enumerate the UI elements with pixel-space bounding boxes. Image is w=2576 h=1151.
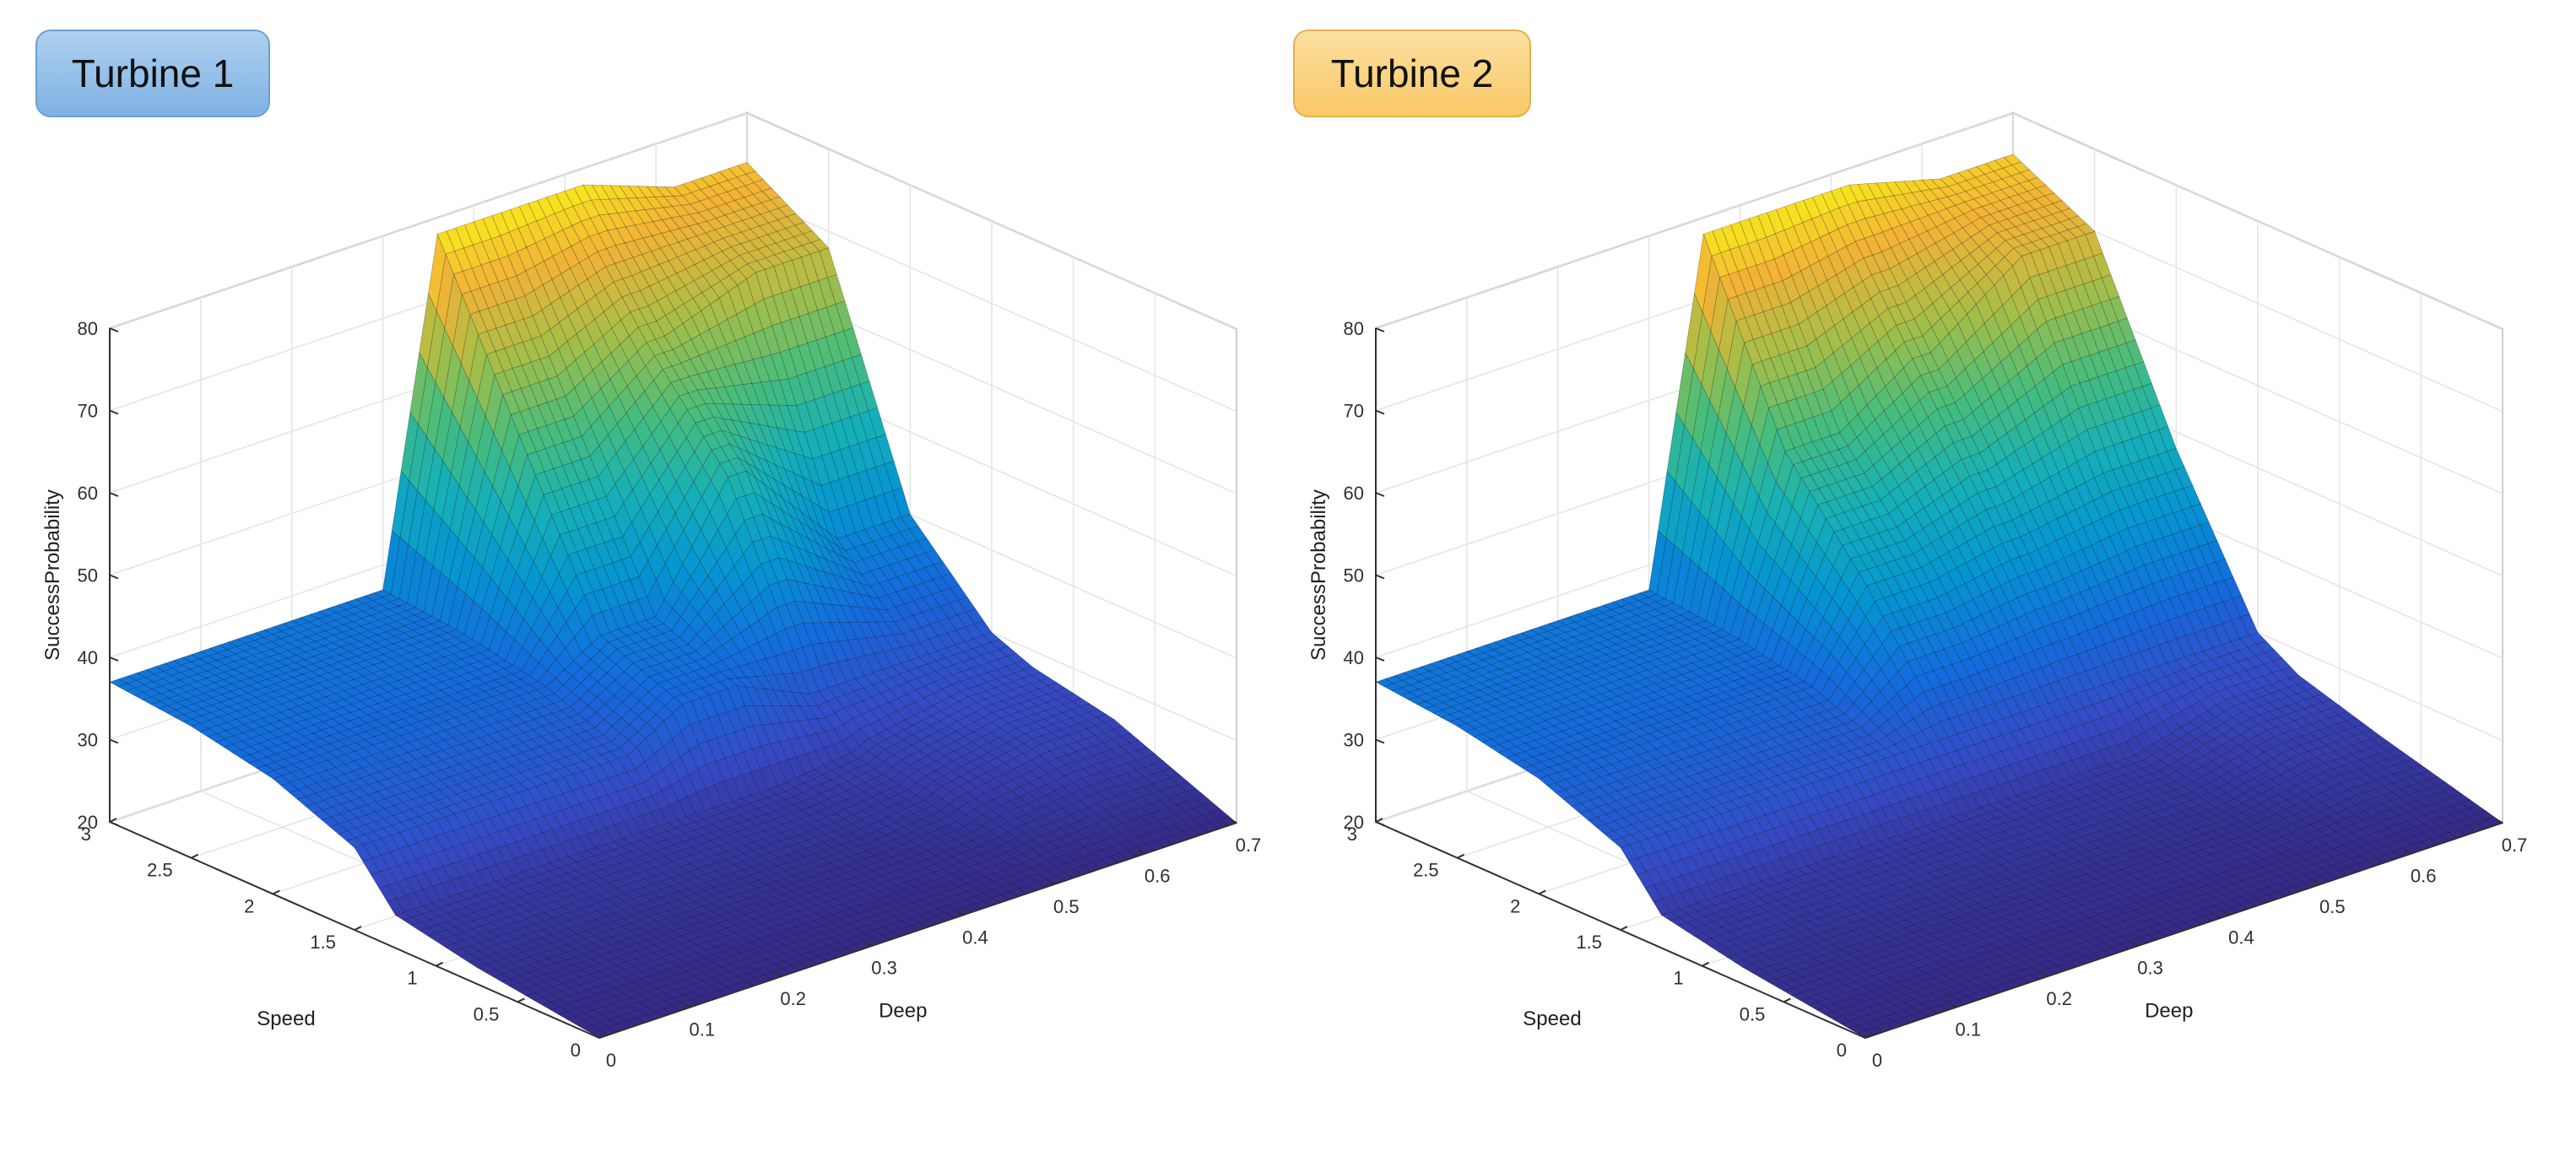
turbine-1-x-tick-label: 0 (606, 1050, 616, 1071)
turbine-2-z-tick-label: 50 (1344, 565, 1364, 586)
turbine-1-panel: 20 30 40 50 60 70 80 0 0.1 0.2 0.3 0.4 0.5 0.6 0.7 0 0.5… (0, 0, 1266, 1151)
turbine-1-surface-plot: 20 30 40 50 60 70 80 0 0.1 0.2 0.3 0.4 0.5 0.6 0.7 0 0.5… (41, 111, 1262, 1071)
turbine-2-surface (1375, 154, 2503, 1039)
turbine-1-y-tick-label: 0 (571, 1040, 581, 1061)
turbine-2-y-tick-label: 2.5 (1413, 860, 1439, 881)
turbine-2-axes (1375, 327, 2503, 1039)
turbine-1-z-tick-label: 50 (78, 565, 98, 586)
turbine-2-z-tick-label: 20 (1344, 812, 1364, 833)
turbine-1-x-tick-label: 0.2 (780, 988, 806, 1009)
turbine-1-z-tick-label: 70 (78, 401, 98, 422)
turbine-1-x-tick-label: 0.1 (690, 1019, 716, 1040)
turbine-2-x-tick-label: 0.6 (2411, 865, 2437, 886)
turbine-2-z-tick-label: 70 (1344, 401, 1364, 422)
turbine-1-x-tick-label: 0.4 (962, 927, 988, 948)
turbine-2-z-tick-label: 60 (1344, 483, 1364, 504)
turbine-1-y-axis-label: Speed (257, 1008, 315, 1030)
turbine-2-x-tick-label: 0.7 (2502, 835, 2528, 856)
turbine-2-y-tick-label: 3 (1347, 824, 1357, 845)
turbine-2-x-tick-label: 0.5 (2319, 896, 2346, 917)
turbine-1-surface (109, 162, 1237, 1039)
turbine-1-z-tick-label: 20 (78, 812, 98, 833)
turbine-2-y-tick-label: 2 (1510, 895, 1520, 916)
turbine-2-x-tick-label: 0.3 (2137, 958, 2163, 979)
turbine-2-y-tick-label: 1.5 (1576, 932, 1602, 953)
turbine-1-z-tick-label: 60 (78, 483, 98, 504)
turbine-1-x-tick-label: 0.5 (1053, 896, 1080, 917)
turbine-1-z-tick-label: 30 (78, 730, 98, 751)
turbine-2-z-axis-label: SuccessProbability (1307, 489, 1330, 661)
turbine-1-z-tick-label: 80 (78, 318, 98, 339)
turbine-2-x-tick-label: 0.4 (2228, 927, 2254, 948)
turbine-1-y-tick-label: 2.5 (147, 860, 173, 881)
turbine-2-y-tick-label: 0.5 (1740, 1003, 1766, 1024)
turbine-2-x-axis-label: Deep (2145, 999, 2193, 1022)
turbine-2-z-tick-label: 40 (1344, 647, 1364, 668)
turbine-1-x-tick-label: 0.7 (1236, 835, 1262, 856)
turbine-1-x-axis-label: Deep (879, 999, 927, 1022)
turbine-1-y-tick-label: 1 (407, 968, 417, 989)
turbine-2-y-axis-label: Speed (1523, 1008, 1581, 1030)
turbine-1-y-tick-label: 1.5 (310, 932, 336, 953)
turbine-2-panel: 20 30 40 50 60 70 80 0 0.1 0.2 0.3 0.4 0.5 0.6 0.7 0 0.5… (1266, 0, 2532, 1151)
turbine-2-badge: Turbine 2 (1293, 30, 1531, 117)
turbine-1-x-tick-label: 0.3 (871, 958, 897, 979)
turbine-2-z-tick-label: 30 (1344, 730, 1364, 751)
turbine-1-y-tick-label: 3 (81, 824, 91, 845)
turbine-1-y-tick-label: 0.5 (474, 1003, 500, 1024)
turbine-2-y-tick-label: 1 (1673, 968, 1683, 989)
turbine-2-surface-plot: 20 30 40 50 60 70 80 0 0.1 0.2 0.3 0.4 0.5 0.6 0.7 0 0.5… (1307, 111, 2528, 1071)
turbine-2-y-tick-label: 0 (1837, 1040, 1847, 1061)
turbine-1-badge: Turbine 1 (35, 30, 270, 117)
turbine-2-x-tick-label: 0.1 (1956, 1019, 1982, 1040)
turbine-2-x-tick-label: 0.2 (2046, 988, 2072, 1009)
turbine-1-y-tick-label: 2 (244, 895, 254, 916)
turbine-2-z-tick-label: 80 (1344, 318, 1364, 339)
turbine-2-x-tick-label: 0 (1872, 1050, 1882, 1071)
turbine-1-axes (109, 327, 1237, 1039)
turbine-1-x-tick-label: 0.6 (1145, 865, 1171, 886)
turbine-1-z-tick-label: 40 (78, 647, 98, 668)
turbine-1-z-axis-label: SuccessProbability (41, 489, 64, 661)
